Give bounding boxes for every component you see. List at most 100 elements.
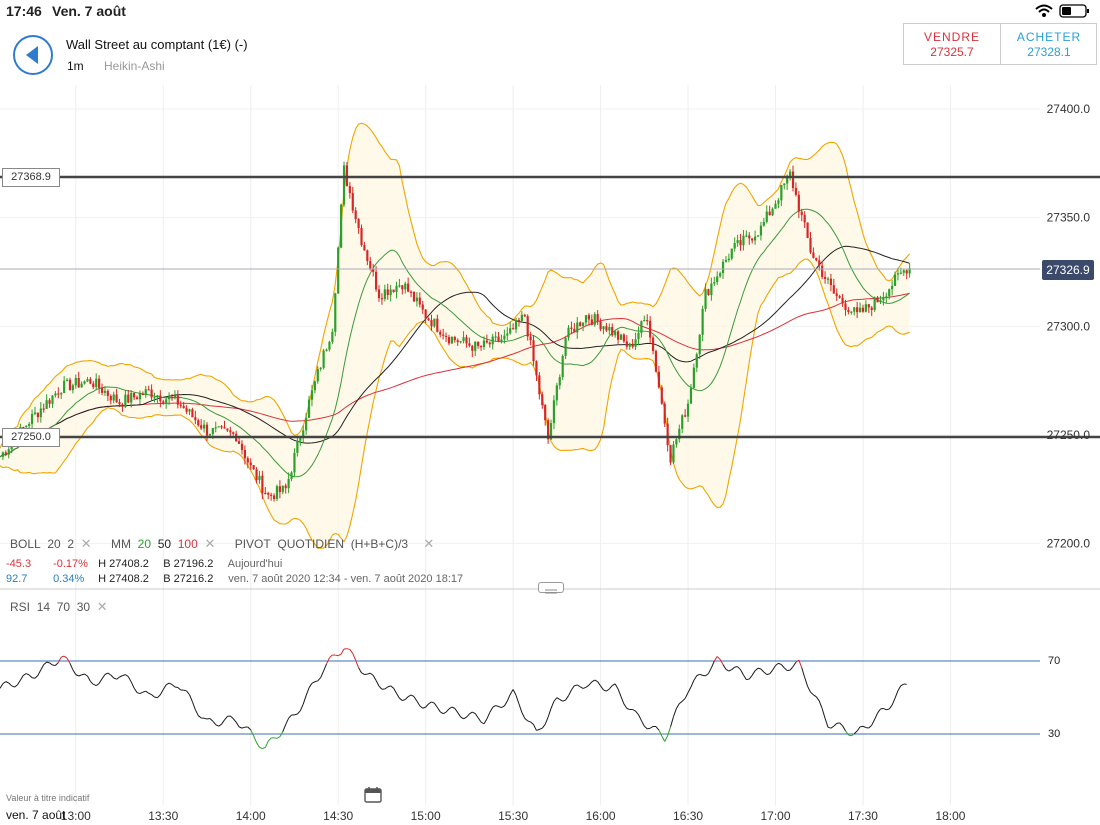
rsi-segment	[361, 672, 365, 675]
candle-body	[622, 334, 626, 342]
candle-body	[261, 475, 264, 493]
rsi-segment	[416, 700, 421, 707]
candle-body	[232, 432, 235, 434]
rsi-segment	[317, 677, 322, 682]
candle-body	[581, 322, 585, 326]
rsi-segment	[454, 708, 459, 713]
remove-boll-icon[interactable]: ✕	[80, 536, 92, 551]
candle-body	[389, 289, 392, 296]
buy-button[interactable]: ACHETER 27328.1	[1001, 24, 1097, 64]
stats-range: 92.7 0.34% H 27408.2 B 27216.2 ven. 7 ao…	[6, 573, 463, 585]
candle-body	[552, 400, 556, 424]
candle-body	[517, 319, 521, 322]
remove-rsi-icon[interactable]: ✕	[96, 599, 108, 614]
rsi-segment	[530, 721, 534, 725]
rsi-segment	[877, 708, 881, 714]
candle-body	[459, 341, 462, 343]
candle-body	[564, 337, 567, 356]
rsi-segment	[813, 694, 817, 698]
pane-resize-handle[interactable]	[538, 582, 564, 594]
pivot-name[interactable]: PIVOT	[234, 537, 271, 551]
candle-body	[252, 465, 255, 470]
today-low: B 27196.2	[163, 558, 214, 570]
rsi-segment	[229, 715, 234, 720]
rsi-segment	[279, 731, 284, 737]
candle-body	[404, 283, 407, 290]
rsi-segment	[716, 656, 721, 660]
candle-body	[54, 393, 57, 396]
candle-body	[503, 335, 506, 340]
rsi-segment	[603, 689, 607, 692]
rsi-segment	[731, 666, 736, 670]
remove-pivot-icon[interactable]: ✕	[423, 536, 435, 551]
rsi-segment	[335, 654, 339, 657]
rsi-segment	[469, 711, 473, 715]
candle-body	[532, 340, 535, 362]
rsi-segment	[90, 680, 94, 685]
rsi-segment	[8, 682, 13, 687]
candle-body	[255, 469, 258, 481]
resistance-tag[interactable]: 27368.9	[2, 168, 60, 187]
rsi-segment	[559, 699, 563, 702]
indicator-legend: BOLL 20 2 ✕ MM 20 50 100 ✕ PIVOT QUOTIDI…	[10, 536, 434, 552]
rsi-segment	[821, 708, 826, 719]
status-date: Ven. 7 août	[52, 3, 126, 19]
remove-mm-icon[interactable]: ✕	[204, 536, 216, 551]
rsi-segment	[171, 684, 176, 688]
calendar-icon[interactable]	[364, 786, 382, 803]
rsi-segment	[655, 726, 660, 731]
candle-body	[430, 320, 433, 327]
candle-body	[462, 337, 465, 342]
support-tag[interactable]: 27250.0	[2, 428, 60, 447]
rsi-segment	[883, 707, 887, 711]
candle-body	[48, 400, 51, 404]
candle-body	[596, 314, 599, 322]
timeframe-selector[interactable]: 1m	[67, 59, 84, 73]
rsi-segment	[772, 665, 776, 671]
time-tick-label: 14:00	[236, 809, 266, 823]
back-button[interactable]	[13, 35, 53, 75]
rsi-segment	[209, 718, 214, 722]
time-tick-label: 17:30	[848, 809, 878, 823]
rsi-segment	[396, 693, 400, 699]
price-tick-label: 27350.0	[1047, 211, 1091, 225]
rsi-segment	[294, 713, 298, 716]
candle-body	[602, 326, 605, 330]
rsi-segment	[448, 706, 453, 710]
candle-body	[774, 203, 777, 209]
candle-body	[267, 492, 270, 495]
rsi-segment	[436, 707, 441, 713]
rsi-segment	[355, 660, 360, 668]
rsi-segment	[880, 707, 884, 710]
rsi-segment	[28, 674, 33, 679]
rsi-segment	[346, 648, 350, 650]
rsi-overbought: 70	[56, 600, 71, 614]
rsi-segment	[503, 700, 508, 707]
candle-body	[299, 438, 302, 441]
rsi-name[interactable]: RSI	[10, 600, 31, 614]
rsi-segment	[623, 703, 628, 709]
candle-body	[170, 396, 174, 399]
candle-body	[786, 175, 789, 184]
boll-name[interactable]: BOLL	[10, 537, 41, 551]
candle-body	[896, 273, 900, 275]
sell-button[interactable]: VENDRE 27325.7	[904, 24, 1001, 64]
chart-type-selector[interactable]: Heikin-Ashi	[104, 59, 165, 73]
rsi-segment	[626, 707, 630, 711]
rsi-segment	[267, 737, 272, 742]
rsi-segment	[690, 680, 695, 688]
rsi-segment	[55, 662, 59, 666]
mm-name[interactable]: MM	[111, 537, 131, 551]
rsi-segment	[197, 715, 202, 719]
pivot-formula: (H+B+C)/3	[350, 537, 409, 551]
candle-body	[657, 371, 660, 388]
rsi-segment	[839, 722, 843, 727]
candle-body	[427, 318, 430, 321]
rsi-segment	[26, 673, 30, 676]
rsi-segment	[833, 723, 838, 727]
rsi-segment	[34, 675, 39, 679]
candle-body	[509, 328, 512, 334]
rsi-segment	[635, 710, 639, 715]
candle-body	[646, 320, 649, 322]
